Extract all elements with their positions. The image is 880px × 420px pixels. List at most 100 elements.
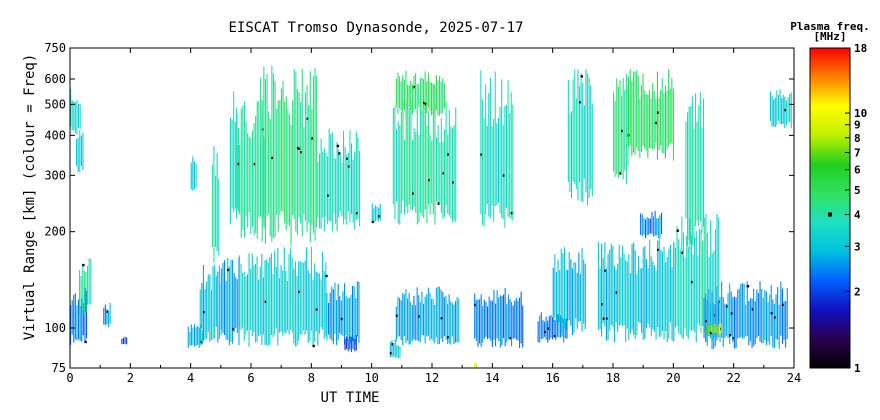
echo-streak [553, 319, 555, 338]
echo-streak [745, 304, 747, 337]
echo-point [502, 174, 506, 177]
echo-streak [658, 97, 660, 151]
echo-streak [359, 151, 361, 227]
echo-streak [452, 127, 454, 223]
echo-streak [80, 135, 82, 166]
echo-streak [607, 253, 609, 341]
echo-streak [217, 271, 219, 343]
echo-streak [210, 290, 212, 341]
echo-streak [570, 259, 572, 326]
echo-streak [421, 291, 423, 336]
echo-streak [578, 252, 580, 322]
echo-streak [260, 77, 262, 217]
echo-streak [284, 101, 286, 223]
echo-streak [782, 95, 784, 124]
echo-streak [671, 266, 673, 341]
echo-streak [640, 85, 642, 152]
echo-streak [400, 112, 402, 214]
echo-streak [212, 266, 214, 340]
echo-streak [496, 290, 498, 339]
echo-streak [352, 337, 354, 350]
echo-point [424, 102, 427, 106]
echo-point [315, 308, 319, 311]
echo-streak [440, 289, 442, 339]
echo-streak [416, 113, 418, 225]
echo-streak [399, 76, 401, 109]
echo-streak [781, 98, 783, 125]
echo-streak [650, 98, 652, 149]
echo-streak [563, 247, 565, 329]
echo-streak [443, 296, 445, 337]
echo-streak [311, 108, 313, 226]
y-axis: 75 100 200 300 400 500 600 750 [44, 41, 794, 375]
echo-point [619, 172, 622, 175]
echo-streak [448, 294, 450, 344]
echo-streak [690, 106, 692, 244]
colorbar-gradient [809, 47, 851, 369]
echo-streak [298, 261, 300, 341]
echo-streak [306, 85, 308, 233]
echo-streak [350, 294, 352, 344]
echo-streak [455, 301, 457, 343]
echo-streak [230, 259, 232, 342]
echo-streak [637, 255, 639, 322]
echo-streak [711, 326, 713, 334]
echo-streak [341, 162, 343, 217]
colorbar-tick-label: 18 [854, 42, 867, 55]
echo-streak [306, 247, 308, 331]
echo-streak [272, 274, 274, 338]
echo-streak [555, 272, 557, 322]
echo-streak [562, 253, 564, 324]
echo-streak [579, 86, 581, 183]
echo-streak [234, 121, 236, 209]
echo-streak [432, 113, 434, 215]
echo-streak [442, 78, 444, 114]
echo-streak [396, 129, 398, 202]
echo-point [232, 327, 235, 331]
echo-streak [658, 238, 660, 337]
echo-point [510, 211, 514, 215]
echo-streak [285, 270, 287, 334]
echo-streak [783, 301, 785, 340]
echo-point [656, 111, 660, 114]
echo-streak [624, 89, 626, 171]
echo-streak [655, 98, 657, 144]
echo-streak [429, 81, 431, 112]
echo-streak [627, 84, 629, 166]
echo-streak [652, 83, 654, 150]
echo-streak [435, 287, 437, 338]
echo-streak [350, 336, 352, 353]
echo-point [579, 101, 582, 104]
echo-streak [419, 302, 421, 343]
echo-trace [317, 128, 361, 232]
echo-streak [567, 80, 569, 182]
echo-streak [309, 273, 311, 342]
echo-streak [628, 76, 630, 147]
echo-streak [353, 286, 355, 342]
echo-streak [307, 269, 309, 343]
echo-streak [738, 288, 740, 338]
echo-streak [657, 240, 659, 327]
echo-streak [295, 71, 297, 232]
echo-streak [773, 99, 775, 127]
echo-streak [609, 249, 611, 332]
echo-streak [266, 259, 268, 346]
echo-streak [770, 285, 772, 336]
echo-streak [545, 316, 547, 340]
echo-streak [665, 261, 667, 332]
echo-trace [103, 303, 111, 328]
echo-streak [661, 78, 663, 153]
echo-point [713, 314, 716, 317]
echo-point [253, 162, 256, 166]
echo-streak [668, 248, 670, 339]
y-tick-label: 500 [44, 97, 66, 111]
x-tick-label: 6 [247, 371, 254, 385]
echo-streak [416, 287, 418, 341]
echo-streak [428, 111, 430, 205]
echo-streak [558, 314, 560, 338]
echo-point [480, 153, 483, 156]
echo-point [452, 181, 455, 184]
echo-streak [320, 279, 322, 328]
echo-streak [393, 343, 395, 357]
echo-point [296, 147, 300, 150]
